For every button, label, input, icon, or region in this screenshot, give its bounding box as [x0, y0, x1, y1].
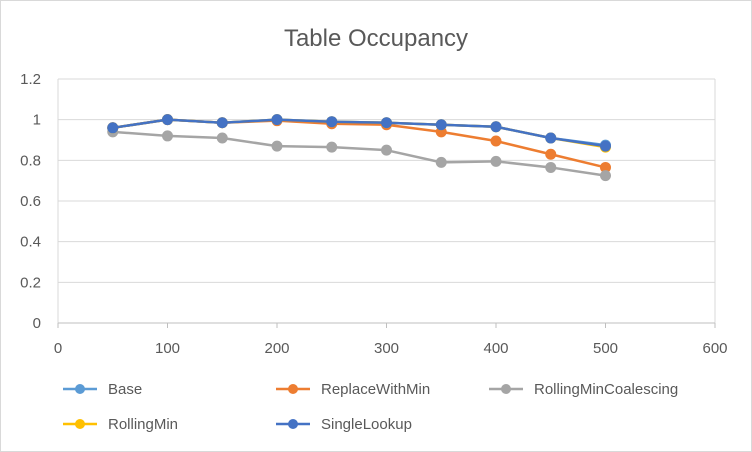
- data-point: [271, 114, 283, 126]
- series-SingleLookup: [107, 114, 611, 152]
- x-tick-label: 0: [54, 340, 62, 357]
- legend-item: Base: [63, 381, 142, 398]
- data-point: [271, 140, 283, 152]
- data-point: [600, 170, 611, 182]
- series-layer: [107, 114, 611, 182]
- series-line: [112, 130, 606, 177]
- legend-marker: [288, 419, 298, 429]
- data-point: [545, 148, 557, 160]
- legend-label: RollingMinCoalescing: [534, 381, 678, 398]
- data-point: [107, 122, 119, 134]
- x-tick-label: 300: [374, 340, 399, 357]
- legend: Base ReplaceWithMin RollingMinCoalescing Ro…: [63, 381, 678, 433]
- chart-title: Table Occupancy: [284, 25, 468, 52]
- y-tick-label: 1.2: [20, 71, 41, 88]
- y-tick-label: 0.4: [20, 234, 41, 251]
- legend-label: ReplaceWithMin: [321, 381, 430, 398]
- legend-marker: [75, 419, 85, 429]
- legend-label: Base: [108, 381, 142, 398]
- legend-marker: [501, 384, 511, 394]
- y-tick-label: 0.6: [20, 193, 41, 210]
- data-point: [326, 141, 338, 153]
- data-point: [216, 132, 228, 144]
- data-point: [326, 116, 338, 128]
- data-point: [490, 121, 502, 133]
- legend-marker: [75, 384, 85, 394]
- x-tick-label: 400: [483, 340, 508, 357]
- data-point: [600, 140, 611, 152]
- y-tick-label: 1: [33, 112, 41, 129]
- data-point: [490, 135, 502, 147]
- data-point: [381, 144, 392, 156]
- gridlines: [58, 78, 715, 324]
- legend-label: RollingMin: [108, 416, 178, 433]
- x-tick-label: 200: [264, 340, 289, 357]
- legend-item: ReplaceWithMin: [276, 381, 430, 398]
- y-tick-label: 0.8: [20, 152, 41, 169]
- x-tick-label: 600: [702, 340, 727, 357]
- legend-item: RollingMinCoalescing: [489, 381, 678, 398]
- x-tick-label: 500: [593, 340, 618, 357]
- data-point: [435, 119, 447, 131]
- data-point: [545, 161, 557, 173]
- data-point: [162, 130, 173, 142]
- data-point: [216, 117, 228, 129]
- x-tick-label: 100: [155, 340, 180, 357]
- series-line: [112, 118, 606, 148]
- data-point: [162, 114, 173, 126]
- data-point: [545, 132, 557, 144]
- legend-marker: [288, 384, 298, 394]
- legend-item: RollingMin: [63, 416, 178, 433]
- series-RollingMinCoalescing: [107, 126, 611, 182]
- data-point: [381, 117, 392, 129]
- axes: 0 0.2 0.4 0.6 0.8 1 1.2 0 100 200 300 400 500 600: [20, 71, 727, 357]
- data-point: [490, 155, 502, 167]
- data-point: [435, 156, 447, 168]
- y-tick-label: 0.2: [20, 274, 41, 291]
- y-tick-label: 0: [33, 315, 41, 332]
- legend-label: SingleLookup: [321, 416, 412, 433]
- legend-item: SingleLookup: [276, 416, 412, 433]
